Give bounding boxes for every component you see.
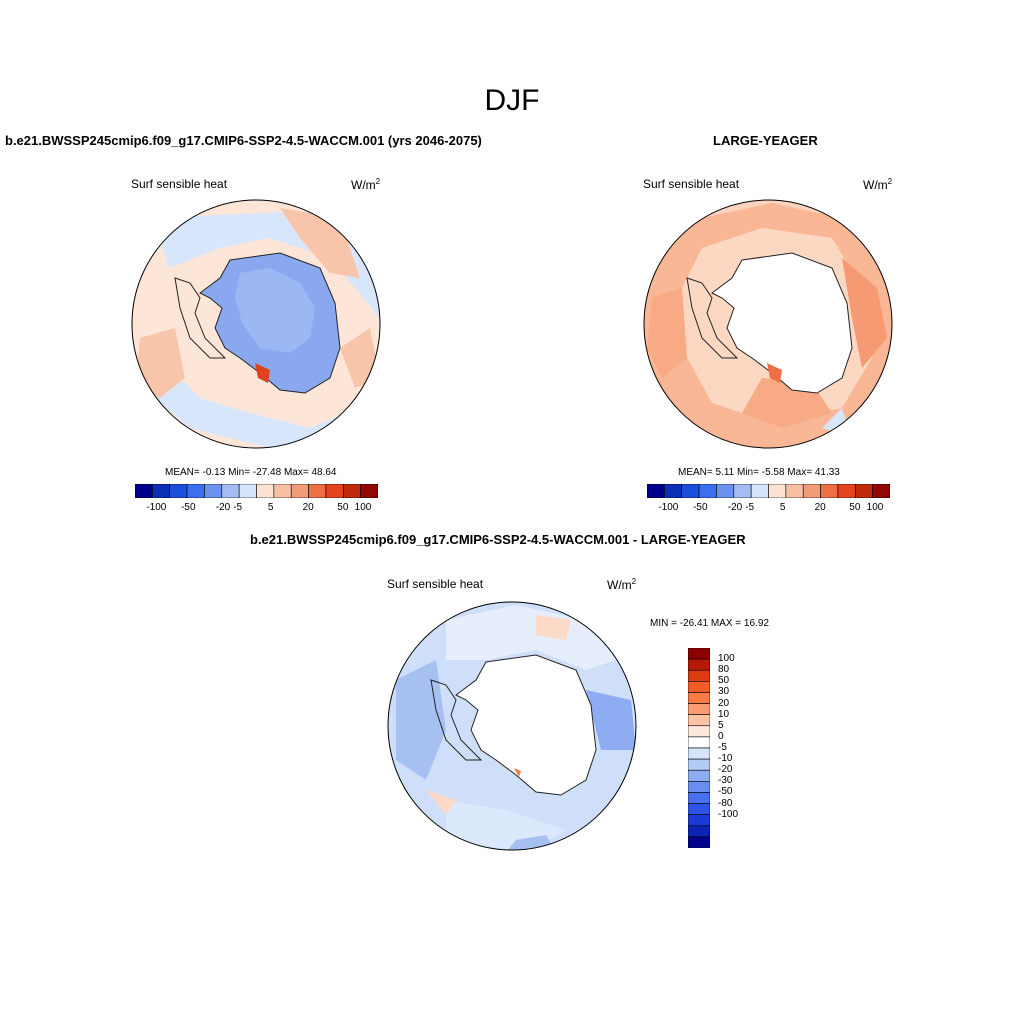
panel-a-colorbar-swatch-8 (273, 484, 292, 498)
panel-c-colorbar-label: -80 (718, 797, 733, 809)
panel-b-colorbar-labels: -100 -50 -20 -5 5 20 50 100 (647, 502, 890, 516)
panel-c-colorbar-swatch-8 (688, 736, 710, 749)
panel-a-colorbar-swatch-7 (256, 484, 275, 498)
panel-b-colorbar-swatch-10 (820, 484, 839, 498)
panel-a-colorbar-swatch-10 (308, 484, 327, 498)
panel-a-colorbar-swatch-9 (290, 484, 309, 498)
panel-b-colorbar-swatch-7 (768, 484, 787, 498)
panel-c-colorbar-label: -10 (718, 753, 733, 765)
panel-a-map (131, 199, 381, 449)
panel-b-colorbar-swatch-3 (698, 484, 717, 498)
panel-b-units: W/m2 (863, 177, 893, 192)
panel-a-colorbar-label: -50 (181, 502, 196, 513)
panel-a-colorbar-swatch-1 (152, 484, 171, 498)
panel-c-colorbar-label: 80 (718, 664, 730, 676)
panel-b-colorbar-label: -100 (658, 502, 679, 513)
panel-c-colorbar-swatch-17 (688, 836, 710, 848)
panel-a-colorbar-label: 5 (267, 502, 274, 513)
panel-a-units: W/m2 (351, 177, 381, 192)
panel-a-colorbar-label: 50 (337, 502, 349, 513)
panel-b-colorbar-swatch-9 (802, 484, 821, 498)
panel-a-colorbar-swatch-3 (186, 484, 205, 498)
panel-b-colorbar-label: -20 (727, 502, 743, 513)
panel-b-colorbar-swatch-2 (681, 484, 700, 498)
panel-a-colorbar-label: -20 (215, 502, 231, 513)
panel-c-colorbar-swatch-9 (688, 747, 710, 760)
panel-c-colorbar-label: 10 (718, 708, 730, 720)
panel-c-colorbar-swatch-4 (688, 692, 710, 704)
panel-c-colorbar-label: -100 (718, 808, 739, 820)
panel-c-variable: Surf sensible heat (387, 577, 484, 591)
panel-a-colorbar-swatch-0 (135, 484, 153, 498)
panel-b-colorbar-swatch-0 (647, 484, 665, 498)
panel-b-colorbar-swatch-11 (837, 484, 856, 498)
panel-a-colorbar (135, 484, 378, 498)
panel-c-colorbar-swatch-7 (688, 725, 710, 738)
panel-a-colorbar-swatch-12 (342, 484, 361, 498)
panel-c-colorbar (688, 648, 710, 848)
panel-a-colorbar-swatch-4 (204, 484, 223, 498)
panel-b-colorbar-label: -5 (745, 502, 755, 513)
panel-c-colorbar-label: 20 (718, 697, 730, 709)
panel-c-colorbar-swatch-15 (688, 814, 710, 827)
panel-a-colorbar-swatch-11 (325, 484, 344, 498)
panel-a-colorbar-label: -5 (233, 502, 243, 513)
panel-c-colorbar-label: 30 (718, 686, 730, 698)
panel-c-colorbar-swatch-13 (688, 792, 710, 804)
panel-c-colorbar-swatch-5 (688, 703, 710, 715)
panel-b-stats: MEAN= 5.11 Min= -5.58 Max= 41.33 (678, 467, 840, 478)
panel-a-variable: Surf sensible heat (131, 177, 228, 191)
panel-c-units: W/m2 (607, 577, 637, 592)
panel-c-colorbar-swatch-2 (688, 669, 710, 682)
panel-b-colorbar-swatch-4 (716, 484, 735, 498)
panel-c-map (387, 601, 637, 851)
panel-b-colorbar-label: 5 (779, 502, 786, 513)
panel-b-colorbar-swatch-12 (854, 484, 873, 498)
panel-b-colorbar-label: 100 (866, 502, 884, 513)
panel-c-colorbar-swatch-10 (688, 758, 710, 771)
panel-b-colorbar-swatch-13 (872, 484, 890, 498)
panel-c-colorbar-swatch-0 (688, 648, 710, 660)
panel-c-colorbar-label: -5 (718, 742, 727, 753)
panel-b-colorbar (647, 484, 890, 498)
panel-a-colorbar-swatch-5 (221, 484, 240, 498)
panel-c-colorbar-label: 5 (718, 719, 724, 731)
panel-b-title: LARGE-YEAGER (713, 133, 818, 148)
panel-b-colorbar-swatch-6 (750, 484, 769, 498)
panel-b-colorbar-label: 50 (849, 502, 861, 513)
panel-c-stats: MIN = -26.41 MAX = 16.92 (650, 618, 769, 629)
panel-c-colorbar-swatch-14 (688, 803, 710, 815)
panel-b-colorbar-label: 20 (814, 502, 826, 513)
panel-a-colorbar-label: -100 (146, 502, 167, 513)
panel-c-colorbar-swatch-11 (688, 769, 710, 782)
panel-c-colorbar-label: 0 (718, 730, 724, 742)
panel-c-colorbar-label: 100 (718, 653, 735, 665)
panel-b-colorbar-swatch-1 (664, 484, 683, 498)
panel-a-colorbar-swatch-2 (169, 484, 188, 498)
page-title: DJF (484, 84, 540, 117)
panel-c-colorbar-label: -20 (718, 764, 733, 776)
panel-b-variable: Surf sensible heat (643, 177, 740, 191)
panel-b-colorbar-swatch-8 (785, 484, 804, 498)
panel-a-colorbar-labels: -100 -50 -20 -5 5 20 50 100 (135, 502, 378, 516)
panel-c-colorbar-swatch-12 (688, 781, 710, 793)
panel-a-colorbar-label: 100 (354, 502, 372, 513)
panel-b-map (643, 199, 893, 449)
panel-a-title: b.e21.BWSSP245cmip6.f09_g17.CMIP6-SSP2-4… (5, 133, 482, 148)
panel-b-colorbar-swatch-5 (733, 484, 752, 498)
panel-c-colorbar-swatch-3 (688, 681, 710, 693)
panel-c-colorbar-swatch-6 (688, 714, 710, 727)
panel-c-colorbar-labels: 100 80 50 30 20 10 5 0 -5 -10 -20 -30 -50 -80 -100 (718, 648, 758, 848)
panel-c-colorbar-swatch-16 (688, 825, 710, 838)
panel-c-title: b.e21.BWSSP245cmip6.f09_g17.CMIP6-SSP2-4… (250, 532, 746, 547)
panel-a-colorbar-label: 20 (302, 502, 314, 513)
panel-c-colorbar-swatch-1 (688, 658, 710, 671)
panel-a-stats: MEAN= -0.13 Min= -27.48 Max= 48.64 (165, 467, 337, 478)
panel-c-colorbar-label: -50 (718, 786, 733, 798)
panel-c-colorbar-label: -30 (718, 775, 733, 787)
panel-a-colorbar-swatch-13 (360, 484, 378, 498)
panel-b-colorbar-label: -50 (693, 502, 708, 513)
panel-c-colorbar-label: 50 (718, 675, 730, 687)
panel-a-colorbar-swatch-6 (238, 484, 257, 498)
